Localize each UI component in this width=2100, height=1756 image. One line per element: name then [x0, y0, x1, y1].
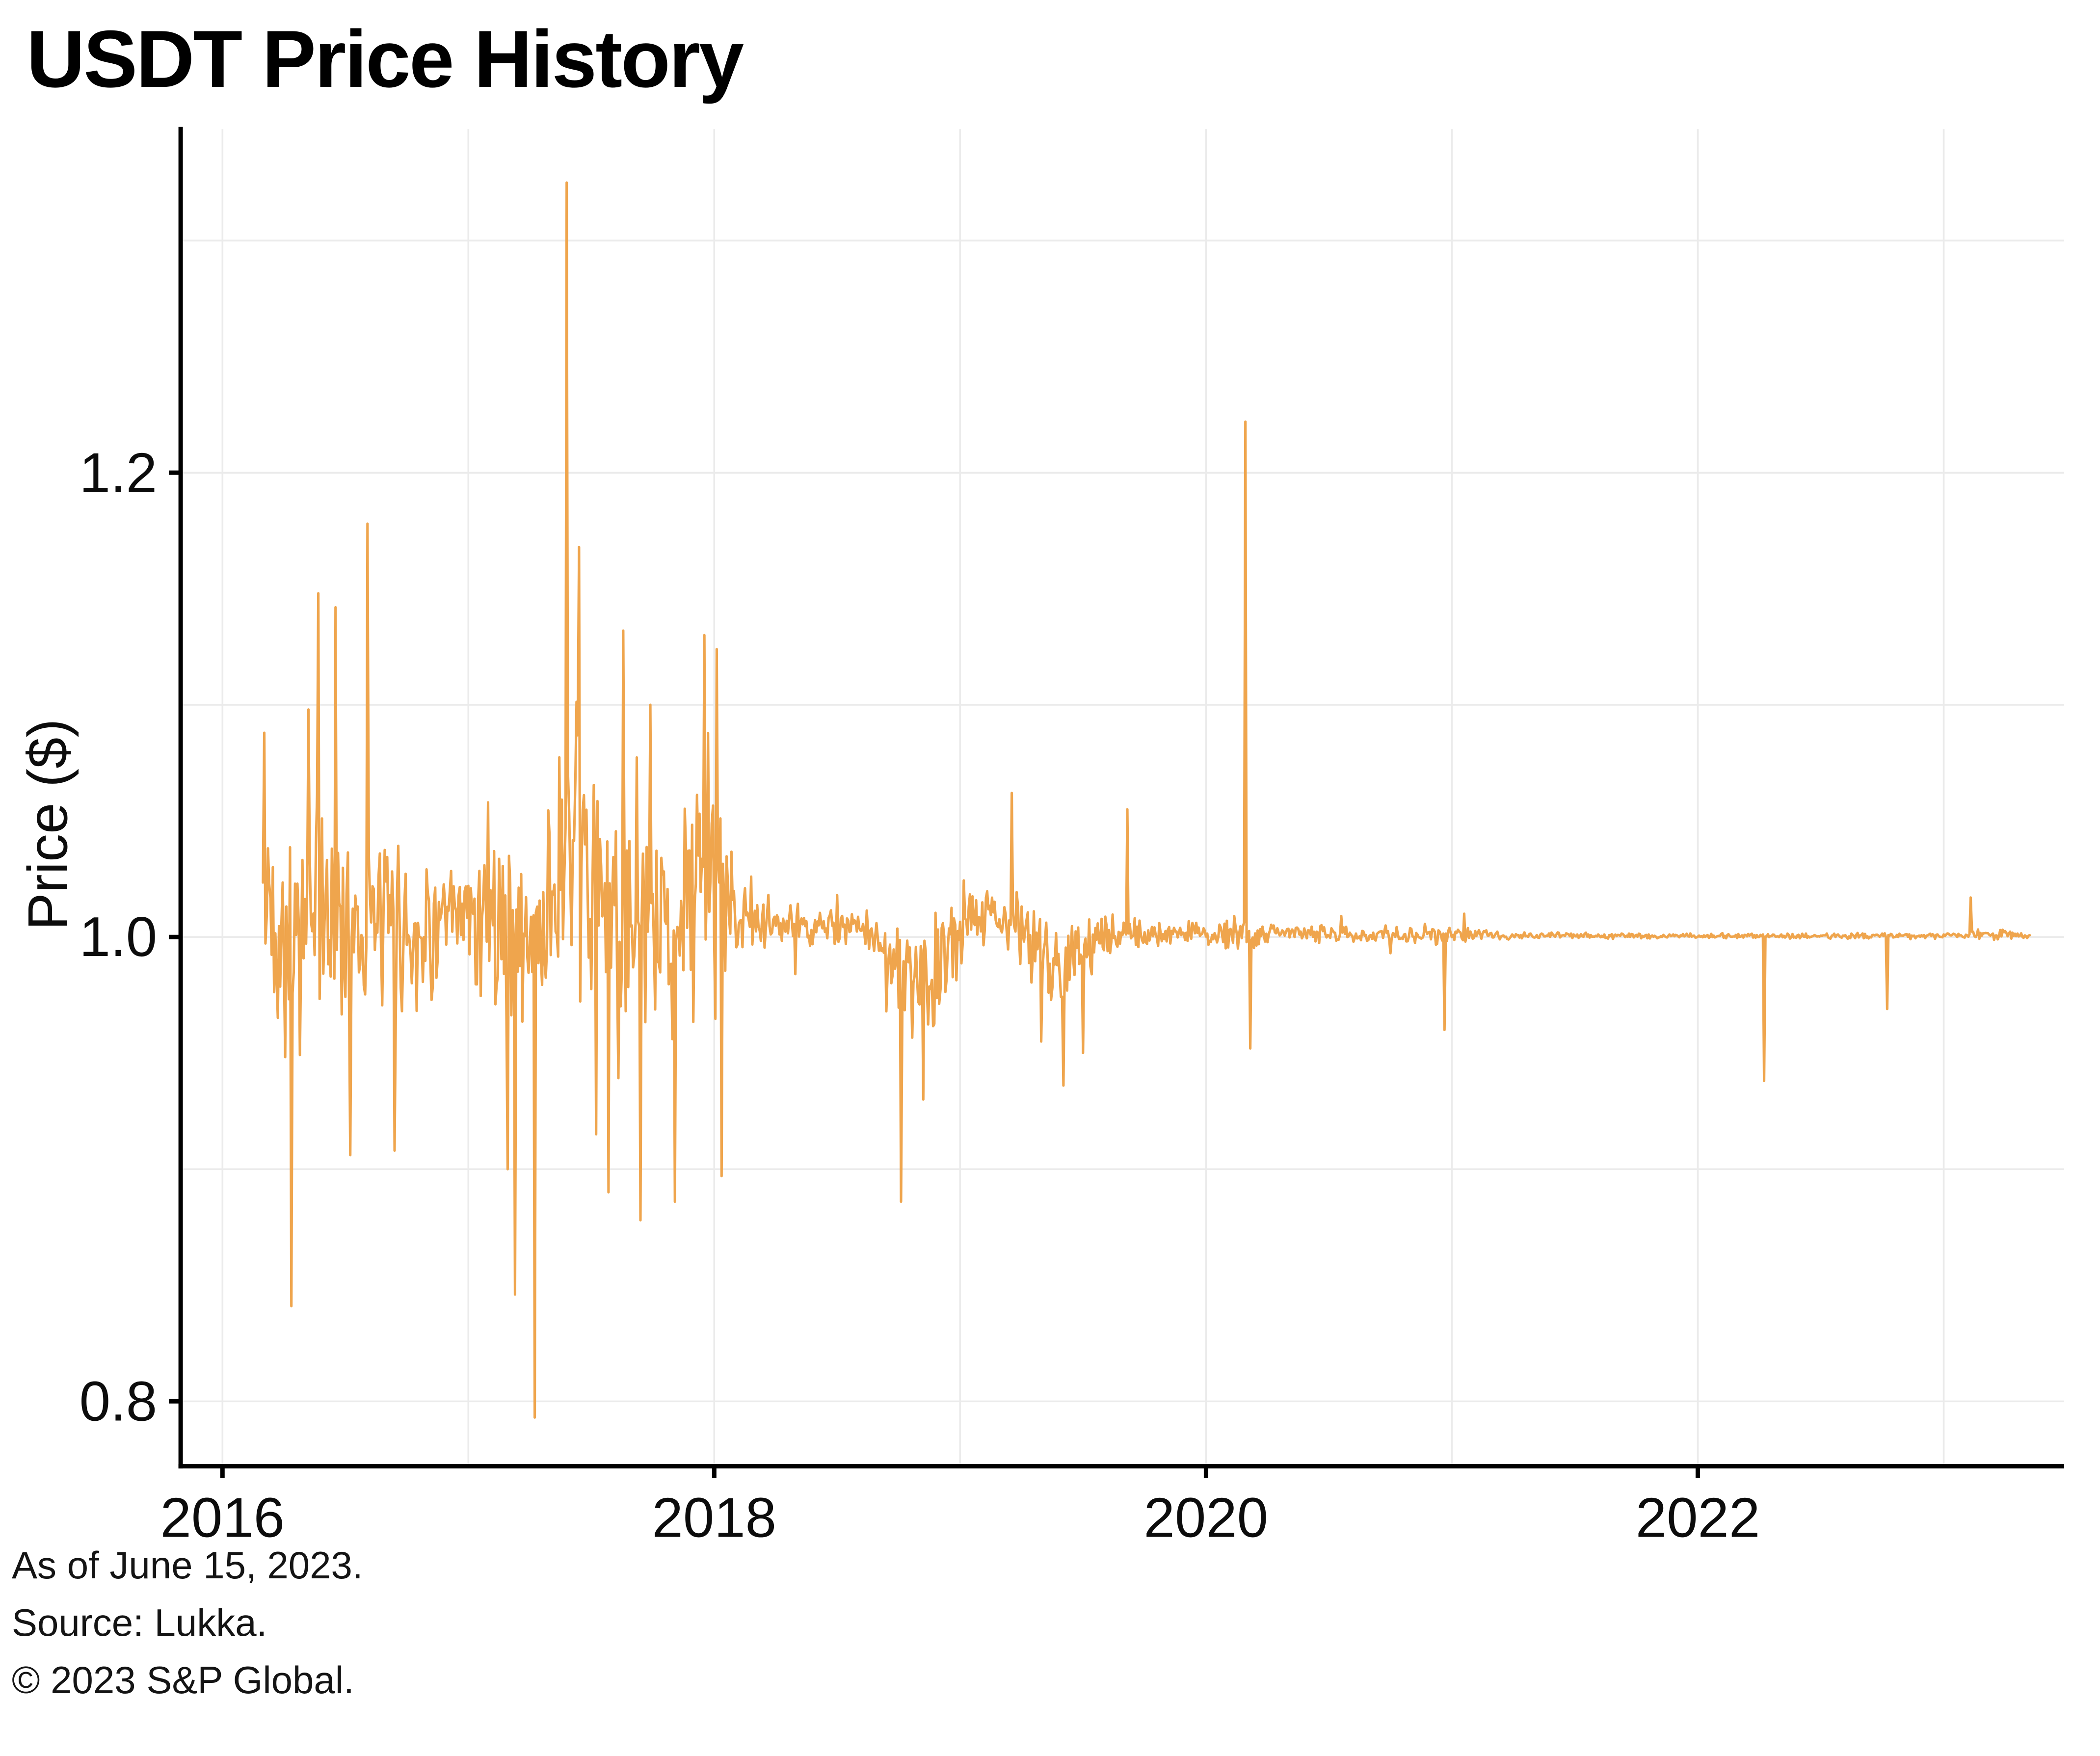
x-tick-label: 2018 — [652, 1487, 777, 1549]
x-tick-label: 2016 — [160, 1487, 285, 1549]
axes: 2016 2018 2020 2022 0.8 1.0 1.2 — [80, 127, 2064, 1549]
source-note: Source: Lukka. — [12, 1600, 267, 1645]
as-of-note: As of June 15, 2023. — [12, 1543, 363, 1587]
x-tick-label: 2020 — [1143, 1487, 1268, 1549]
y-tick-label: 1.0 — [80, 906, 157, 968]
price-line — [262, 181, 2031, 1419]
copyright-note: © 2023 S&P Global. — [12, 1658, 354, 1702]
y-tick-label: 1.2 — [80, 442, 157, 504]
y-tick-label: 0.8 — [80, 1370, 157, 1433]
page-title: USDT Price History — [27, 13, 744, 105]
gridlines — [181, 129, 2064, 1466]
x-tick-label: 2022 — [1636, 1487, 1760, 1549]
footnotes: As of June 15, 2023. Source: Lukka. © 20… — [12, 1537, 363, 1709]
